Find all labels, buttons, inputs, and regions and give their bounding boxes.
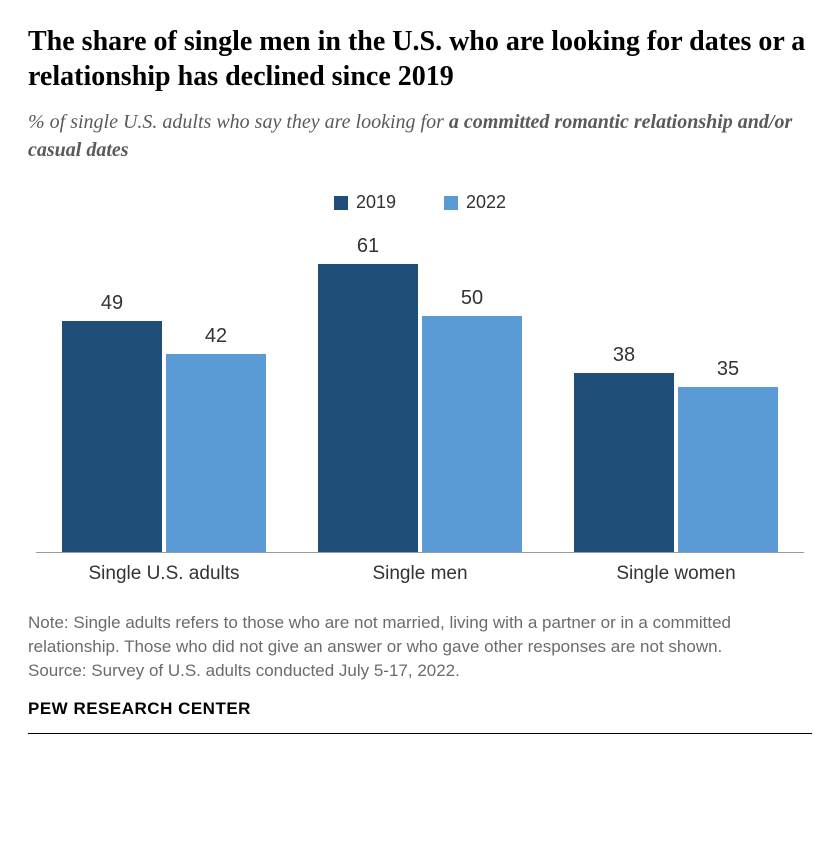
bar-wrap: 61	[318, 223, 418, 552]
bar-group: 49 42	[36, 223, 292, 552]
bar-value-label: 49	[101, 292, 123, 315]
bar-value-label: 42	[205, 325, 227, 348]
chart-attribution: PEW RESEARCH CENTER	[28, 699, 812, 719]
chart-subtitle: % of single U.S. adults who say they are…	[28, 108, 812, 164]
bar	[62, 321, 162, 552]
bar-value-label: 35	[717, 358, 739, 381]
bar-value-label: 38	[613, 344, 635, 367]
bar-group: 61 50	[292, 223, 548, 552]
bar-wrap: 42	[166, 223, 266, 552]
bottom-rule	[28, 733, 812, 734]
legend-swatch-2022	[444, 196, 458, 210]
legend-item-2019: 2019	[334, 192, 396, 213]
bar	[678, 387, 778, 552]
bar	[318, 264, 418, 552]
x-axis-label: Single men	[292, 553, 548, 593]
bar-wrap: 38	[574, 223, 674, 552]
bar-value-label: 50	[461, 287, 483, 310]
x-axis-label: Single women	[548, 553, 804, 593]
bar-value-label: 61	[357, 235, 379, 258]
bar-wrap: 49	[62, 223, 162, 552]
x-axis-labels: Single U.S. adultsSingle menSingle women	[36, 553, 804, 593]
chart-area: 49 42 61 50 38 35 Single U.S. adultsSingle me…	[36, 223, 804, 593]
bar	[422, 316, 522, 552]
x-axis-label: Single U.S. adults	[36, 553, 292, 593]
subtitle-plain: % of single U.S. adults who say they are…	[28, 111, 449, 133]
legend-label-2019: 2019	[356, 192, 396, 213]
chart-note: Note: Single adults refers to those who …	[28, 611, 812, 659]
chart-title: The share of single men in the U.S. who …	[28, 24, 812, 94]
bar-group: 38 35	[548, 223, 804, 552]
chart-legend: 2019 2022	[28, 192, 812, 213]
bar	[574, 373, 674, 552]
bar	[166, 354, 266, 552]
legend-label-2022: 2022	[466, 192, 506, 213]
legend-swatch-2019	[334, 196, 348, 210]
bar-wrap: 35	[678, 223, 778, 552]
chart-source: Source: Survey of U.S. adults conducted …	[28, 661, 812, 681]
bar-wrap: 50	[422, 223, 522, 552]
chart-plot: 49 42 61 50 38 35	[36, 223, 804, 553]
legend-item-2022: 2022	[444, 192, 506, 213]
